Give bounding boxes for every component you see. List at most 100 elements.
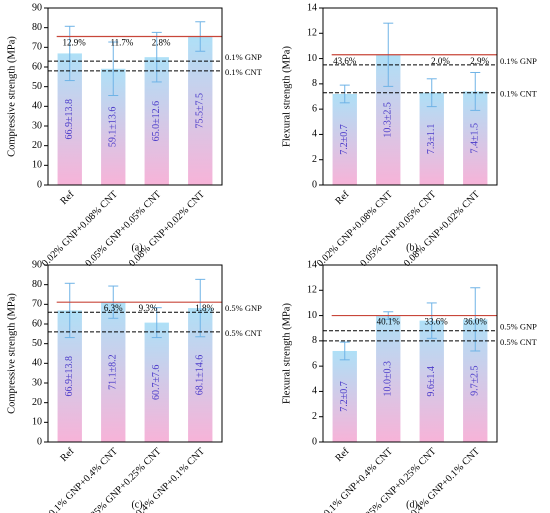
value-label: 7.4±1.5 <box>470 123 481 154</box>
bar <box>376 315 401 442</box>
value-label: 9.6±1.4 <box>426 366 437 397</box>
x-tick-label: 0.08% GNP+0.02% CNT <box>402 189 482 269</box>
y-tick-label: 12 <box>307 28 317 39</box>
y-tick-label: 4 <box>312 386 317 397</box>
annotation: 11.7% <box>110 38 133 48</box>
value-label: 66.9±13.8 <box>64 356 75 397</box>
value-label: 9.7±2.5 <box>470 365 481 396</box>
reference-label: 0.1% CNT <box>225 67 263 77</box>
annotation: 43.6% <box>333 56 357 66</box>
x-tick-label: Ref <box>333 189 351 207</box>
y-tick-label: 4 <box>312 129 317 140</box>
y-tick-label: 60 <box>32 318 42 329</box>
value-label: 71.1±8.2 <box>108 354 119 390</box>
x-tick-label: 0.02% GNP+0.08% CNT <box>40 189 120 269</box>
y-tick-label: 6 <box>312 360 317 371</box>
y-tick-label: 70 <box>32 42 42 53</box>
annotation: 2.9% <box>470 56 489 66</box>
value-label: 68.1±14.6 <box>195 355 206 396</box>
y-axis-label: Compressive strength (MPa) <box>6 36 17 157</box>
y-tick-label: 90 <box>32 259 42 270</box>
y-tick-label: 20 <box>32 397 42 408</box>
y-tick-label: 10 <box>307 53 317 64</box>
x-tick-label: Ref <box>58 446 76 464</box>
y-tick-label: 10 <box>32 160 42 171</box>
panel-label: (c) <box>131 499 142 510</box>
y-tick-label: 10 <box>32 417 42 428</box>
reference-label: 0.5% CNT <box>225 328 263 338</box>
value-label: 10.3±2.5 <box>383 102 394 138</box>
x-tick-label: Ref <box>333 446 351 464</box>
value-label: 60.7±7.6 <box>151 365 162 401</box>
y-axis-label: Flexural strength (MPa) <box>281 303 292 404</box>
y-tick-label: 50 <box>32 338 42 349</box>
y-tick-label: 40 <box>32 101 42 112</box>
y-tick-label: 90 <box>32 2 42 13</box>
y-tick-label: 0 <box>312 179 317 190</box>
bar <box>144 322 169 442</box>
annotation: 33.6% <box>424 317 448 327</box>
value-label: 7.3±1.1 <box>426 124 437 155</box>
y-tick-label: 70 <box>32 299 42 310</box>
y-tick-label: 0 <box>37 436 42 447</box>
value-label: 75.5±7.5 <box>195 93 206 129</box>
y-tick-label: 40 <box>32 358 42 369</box>
y-tick-label: 14 <box>307 259 317 270</box>
value-label: 59.1±13.6 <box>108 107 119 148</box>
y-tick-label: 80 <box>32 22 42 33</box>
y-tick-label: 6 <box>312 103 317 114</box>
y-tick-label: 14 <box>307 2 317 13</box>
annotation: 40.1% <box>377 317 401 327</box>
y-axis-label: Compressive strength (MPa) <box>6 293 17 414</box>
y-tick-label: 10 <box>307 310 317 321</box>
annotation: 1.8% <box>195 303 214 313</box>
reference-label: 0.5% CNT <box>500 337 538 347</box>
value-label: 65.0±12.6 <box>151 101 162 142</box>
bar <box>419 92 444 185</box>
annotation: 36.0% <box>464 317 488 327</box>
bar <box>332 350 357 442</box>
value-label: 7.2±0.7 <box>339 124 350 155</box>
x-tick-label: Ref <box>58 189 76 207</box>
reference-label: 0.1% GNP <box>500 56 537 66</box>
panel-label: (b) <box>406 242 418 253</box>
panel-label: (d) <box>406 499 418 510</box>
value-label: 10.0±0.3 <box>383 361 394 397</box>
reference-label: 0.1% GNP <box>225 52 262 62</box>
y-tick-label: 8 <box>312 335 317 346</box>
x-tick-label: 0.08% GNP+0.02% CNT <box>127 189 207 269</box>
reference-label: 0.5% GNP <box>225 303 262 313</box>
y-tick-label: 60 <box>32 61 42 72</box>
plot-frame <box>322 7 498 186</box>
y-tick-label: 0 <box>312 436 317 447</box>
annotation: 2.0% <box>431 56 450 66</box>
plot-frame <box>47 7 223 186</box>
x-tick-label: 0.02% GNP+0.08% CNT <box>315 189 395 269</box>
annotation: 6.3% <box>104 303 123 313</box>
y-axis-label: Flexural strength (MPa) <box>281 46 292 147</box>
plot-frame <box>322 264 498 443</box>
bar <box>332 93 357 185</box>
y-tick-label: 2 <box>312 411 317 422</box>
y-tick-label: 2 <box>312 154 317 165</box>
y-tick-label: 30 <box>32 120 42 131</box>
value-label: 66.9±13.8 <box>64 99 75 140</box>
y-tick-label: 20 <box>32 140 42 151</box>
value-label: 7.2±0.7 <box>339 381 350 412</box>
y-tick-label: 8 <box>312 78 317 89</box>
y-tick-label: 12 <box>307 285 317 296</box>
reference-label: 0.5% GNP <box>500 322 537 332</box>
annotation: 2.8% <box>152 38 171 48</box>
reference-label: 0.1% CNT <box>500 89 538 99</box>
y-tick-label: 50 <box>32 81 42 92</box>
annotation: 9.3% <box>139 303 158 313</box>
y-tick-label: 80 <box>32 279 42 290</box>
x-tick-label: 0.05% GNP+0.05% CNT <box>83 189 163 269</box>
y-tick-label: 30 <box>32 377 42 388</box>
bar <box>101 302 126 442</box>
plot-frame <box>47 264 223 443</box>
y-tick-label: 0 <box>37 179 42 190</box>
annotation: 12.9% <box>62 38 86 48</box>
panel-label: (a) <box>131 242 142 253</box>
